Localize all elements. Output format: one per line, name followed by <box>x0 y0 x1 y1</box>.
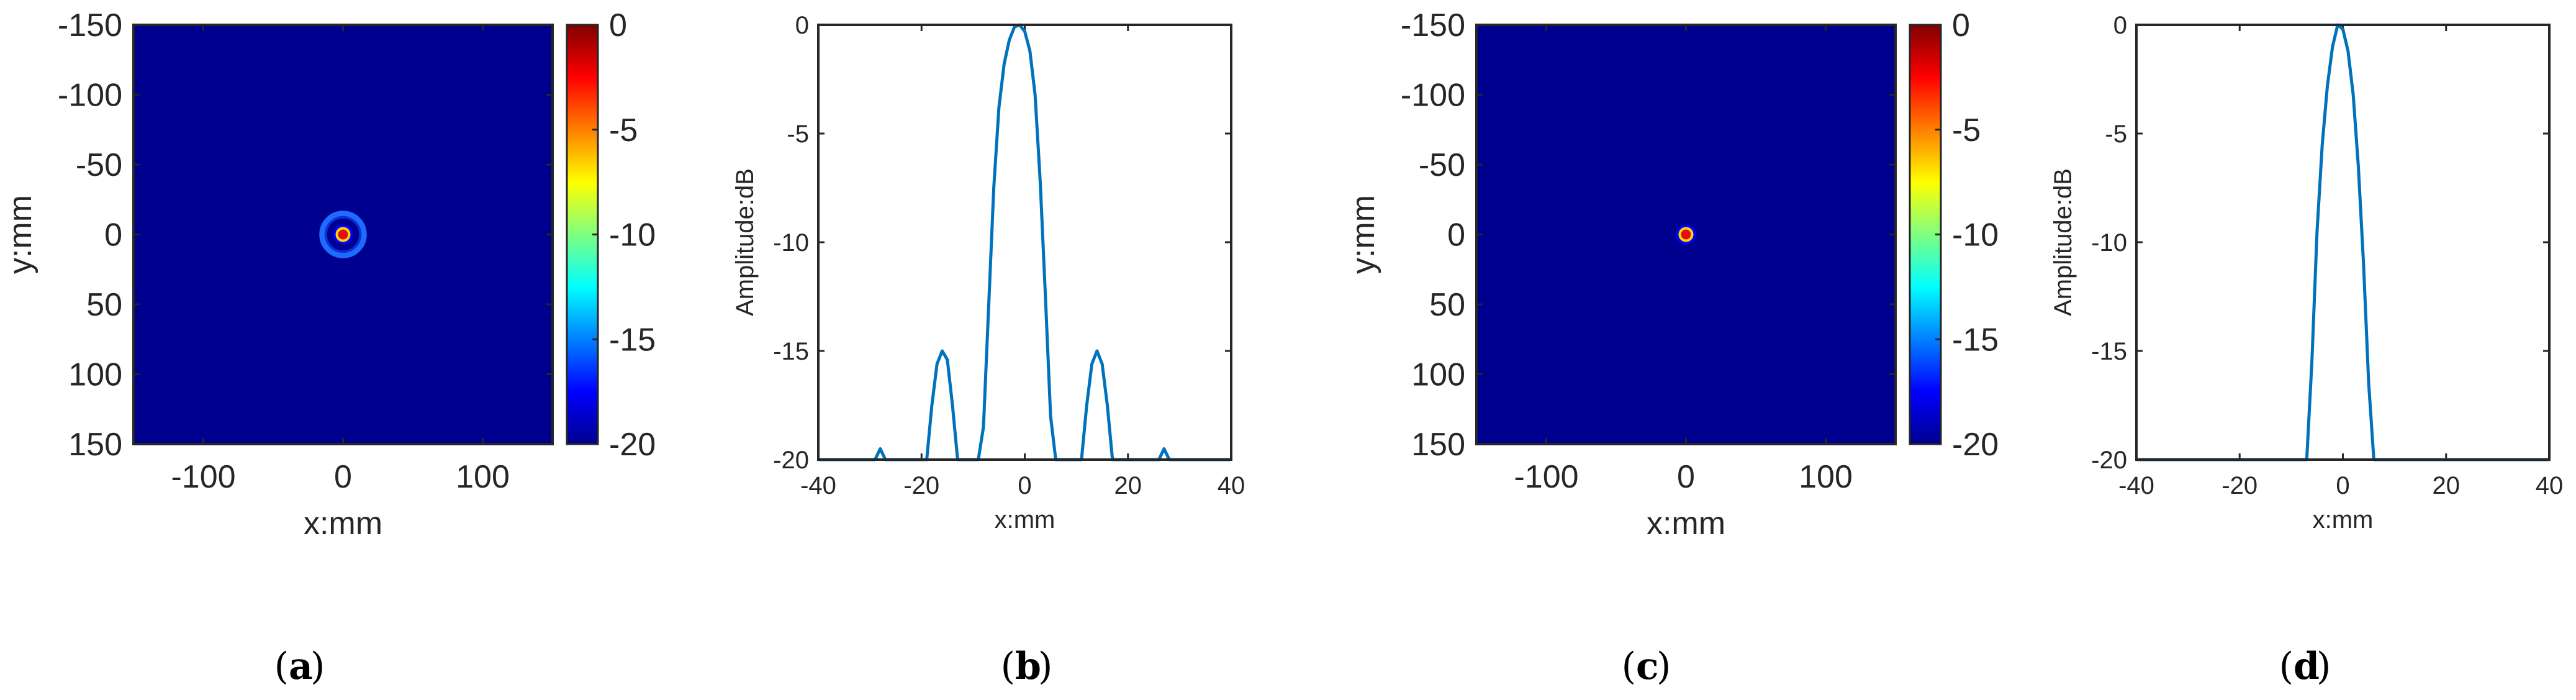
lineplot-b-ylabel: Amplitude:dB <box>731 168 759 316</box>
colorbar-a-tick-label: -20 <box>609 427 656 463</box>
lineplot-d-ytick-label: -20 <box>2091 447 2127 474</box>
caption-c: ( c ) <box>1622 645 1671 688</box>
svg-text:(: ( <box>1001 645 1015 688</box>
lineplot-b-xtick-label: 40 <box>1218 472 1245 499</box>
svg-text:): ) <box>310 645 325 688</box>
heatmap-c-ytick-label: 150 <box>1411 427 1465 463</box>
svg-text:): ) <box>1656 645 1671 688</box>
panel-a-heatmap: -100 0 100 -150 -100 -50 0 50 100 150 x:mm y:mm 0… <box>2 7 656 542</box>
caption-a-letter: a <box>289 645 313 688</box>
heatmap-c-xlabel: x:mm <box>1647 506 1725 542</box>
lineplot-d-xtick-label: 0 <box>2336 472 2349 499</box>
colorbar-a-tick-label: -15 <box>609 322 656 358</box>
svg-text:): ) <box>1038 645 1052 688</box>
heatmap-a-ytick-label: -50 <box>76 147 122 183</box>
svg-text:): ) <box>2316 645 2331 688</box>
colorbar-c-tick-label: -20 <box>1952 427 1999 463</box>
lineplot-b-xtick-label: 20 <box>1114 472 1142 499</box>
lineplot-d-ytick-label: 0 <box>2113 12 2127 39</box>
heatmap-c-xtick-label: 0 <box>1677 459 1695 495</box>
heatmap-a-xtick-label: 0 <box>334 459 352 495</box>
lineplot-b-xtick-label: -20 <box>903 472 939 499</box>
lineplot-b-series <box>818 23 1231 461</box>
heatmap-c-peak <box>1681 229 1691 240</box>
lineplot-b-ytick-label: -5 <box>787 120 809 148</box>
heatmap-a-ytick-label: -150 <box>58 7 122 43</box>
caption-a: ( a ) <box>274 645 325 688</box>
heatmap-a-sidelobe-ring <box>319 211 367 258</box>
lineplot-b-background <box>818 25 1231 460</box>
heatmap-a-ylabel: y:mm <box>2 195 38 274</box>
caption-d: ( d ) <box>2279 645 2331 688</box>
panel-c-heatmap: -100 0 100 -150 -100 -50 0 50 100 150 x:mm y:mm 0… <box>1345 7 1999 542</box>
colorbar-a-tick-label: 0 <box>609 7 627 43</box>
lineplot-b-ytick-label: -20 <box>773 447 809 474</box>
lineplot-d-ytick-label: -5 <box>2105 120 2127 148</box>
heatmap-c-ylabel: y:mm <box>1345 195 1381 274</box>
colorbar-a-tick-label: -10 <box>609 217 656 253</box>
colorbar-c-tick-label: -10 <box>1952 217 1999 253</box>
colorbar-c-tick-label: -15 <box>1952 322 1999 358</box>
lineplot-b-xtick-label: -40 <box>800 472 836 499</box>
colorbar-c-tick-label: -5 <box>1952 112 1981 148</box>
caption-c-letter: c <box>1636 645 1659 688</box>
lineplot-d-xtick-label: -40 <box>2118 472 2154 499</box>
lineplot-d-series <box>2136 23 2549 461</box>
heatmap-a-xtick-label: -100 <box>171 459 235 495</box>
svg-text:(: ( <box>1622 645 1636 688</box>
panel-d-lineplot: -40 -20 0 20 400-5-10-15-20 x:mm Amplitude:d… <box>2050 12 2563 534</box>
svg-text:(: ( <box>274 645 289 688</box>
caption-b-letter: b <box>1015 645 1041 688</box>
heatmap-a-ytick-label: 150 <box>68 427 122 463</box>
heatmap-c-ytick-label: 100 <box>1411 357 1465 393</box>
panel-b-lineplot: -40 -20 0 20 400-5-10-15-20 x:mm Amplitude:d… <box>731 12 1245 534</box>
heatmap-a-ytick-label: 50 <box>86 287 122 323</box>
heatmap-c-ytick-label: -150 <box>1401 7 1465 43</box>
heatmap-c-ytick-label: -50 <box>1419 147 1465 183</box>
lineplot-d-ytick-label: -15 <box>2091 338 2127 365</box>
lineplot-b-ytick-label: -10 <box>773 229 809 257</box>
lineplot-d-xtick-label: 40 <box>2536 472 2564 499</box>
heatmap-a-xlabel: x:mm <box>304 506 382 542</box>
svg-text:(: ( <box>2279 645 2294 688</box>
lineplot-d-xlabel: x:mm <box>2313 506 2374 534</box>
heatmap-c-xtick-label: 100 <box>1799 459 1853 495</box>
lineplot-d-ytick-label: -10 <box>2091 229 2127 257</box>
heatmap-c-ytick-label: -100 <box>1401 78 1465 114</box>
caption-b: ( b ) <box>1001 645 1053 688</box>
heatmap-a-peak <box>338 229 348 240</box>
lineplot-b-xtick-label: 0 <box>1018 472 1031 499</box>
heatmap-a-xtick-label: 100 <box>456 459 510 495</box>
lineplot-d-background <box>2136 25 2549 460</box>
colorbar-c-tick-label: 0 <box>1952 7 1970 43</box>
lineplot-b-xlabel: x:mm <box>995 506 1055 534</box>
lineplot-d-xtick-label: 20 <box>2433 472 2461 499</box>
heatmap-c-ytick-label: 50 <box>1429 287 1465 323</box>
lineplot-b-ytick-label: -15 <box>773 338 809 365</box>
heatmap-a-ytick-label: -100 <box>58 78 122 114</box>
heatmap-c-ytick-label: 0 <box>1447 217 1465 253</box>
lineplot-b-frame <box>817 24 1232 461</box>
caption-d-letter: d <box>2294 645 2320 688</box>
lineplot-b-ytick-label: 0 <box>795 12 809 39</box>
lineplot-d-frame <box>2135 24 2551 461</box>
colorbar-a-tick-label: -5 <box>609 112 638 148</box>
heatmap-a-ytick-label: 0 <box>104 217 122 253</box>
heatmap-c-xtick-label: -100 <box>1514 459 1578 495</box>
heatmap-a-sidelobe-ring-inner <box>324 216 362 253</box>
heatmap-a-ytick-label: 100 <box>68 357 122 393</box>
lineplot-d-xtick-label: -20 <box>2221 472 2257 499</box>
lineplot-d-ylabel: Amplitude:dB <box>2050 168 2077 316</box>
